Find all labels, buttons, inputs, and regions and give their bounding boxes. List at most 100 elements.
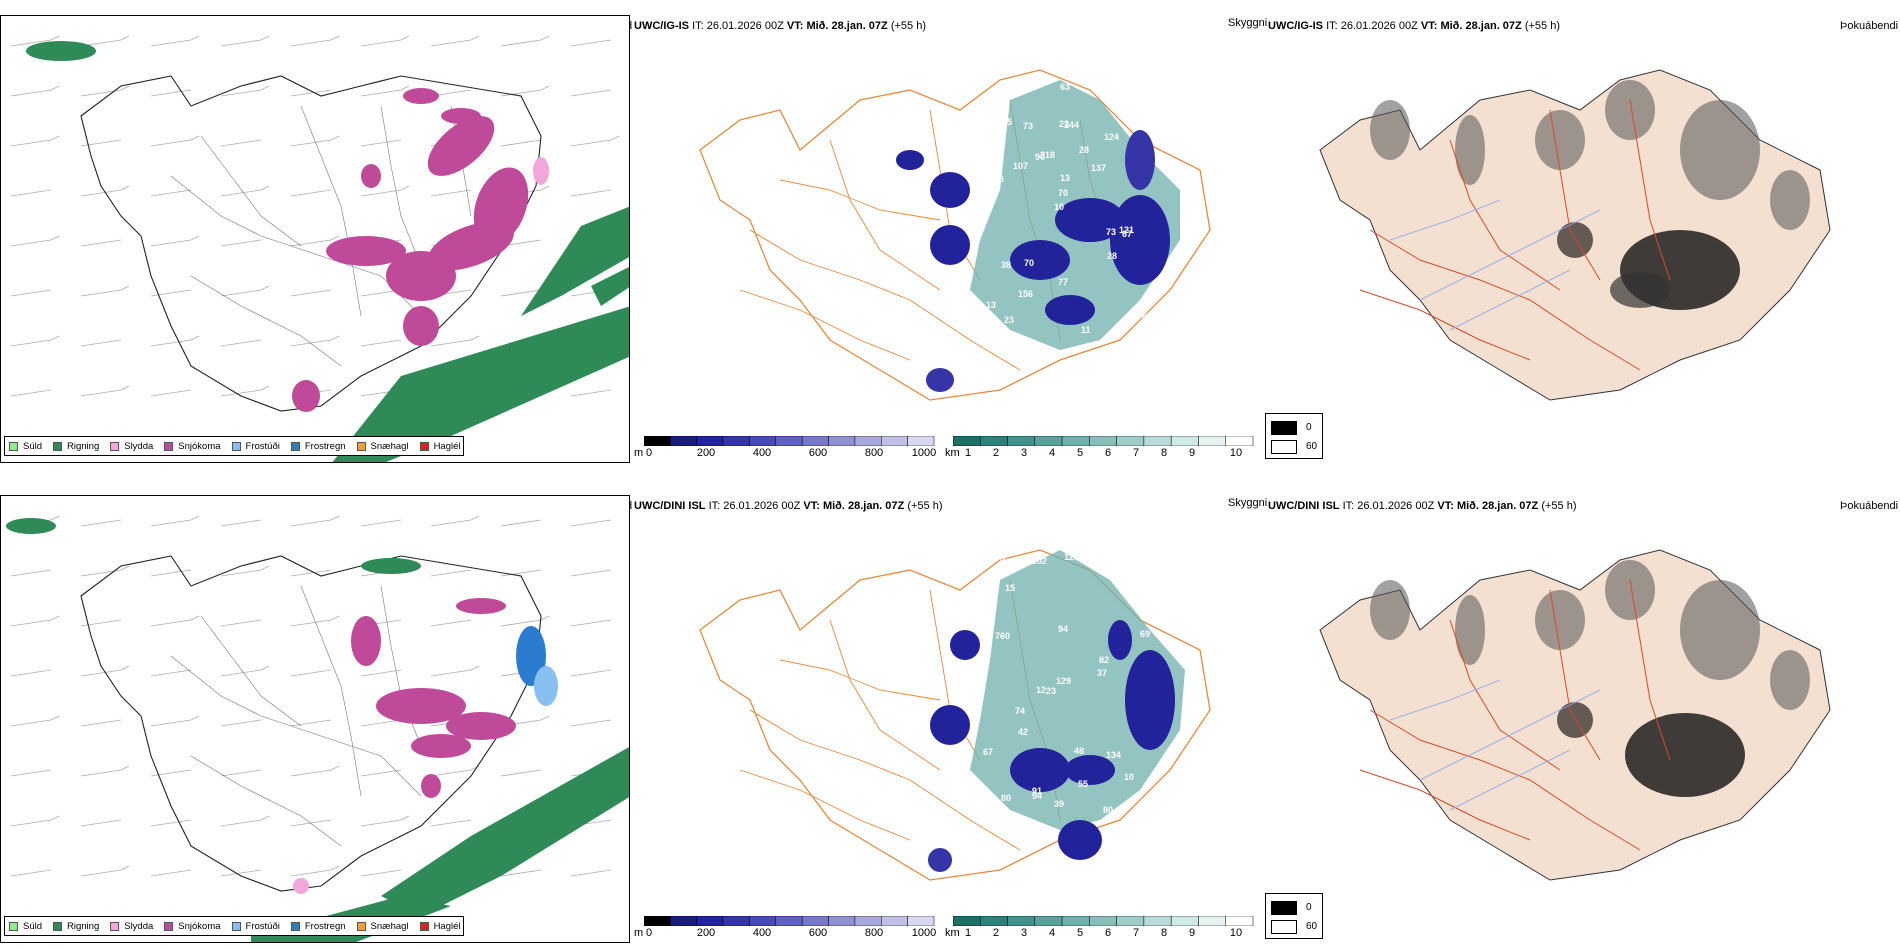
ceiling-labels-row2: 39 80 91 10 102 15 12 42 128 94 41 55 129 48 130 37 760 9… bbox=[981, 552, 1187, 815]
ceiling-colorbar-row1: m 0 200 400 600 800 1000 bbox=[634, 436, 938, 462]
ceiling-label: 77 bbox=[1058, 277, 1068, 287]
ceiling-label: 63 bbox=[1060, 82, 1070, 92]
ceiling-label: 124 bbox=[1104, 132, 1119, 142]
colorbar-swatch bbox=[828, 436, 856, 446]
colorbar-swatch bbox=[801, 916, 829, 926]
colorbar-swatch bbox=[1198, 916, 1226, 926]
colorbar-swatch bbox=[828, 916, 856, 926]
ceiling-label: 218 bbox=[1040, 150, 1055, 160]
ceiling-label: 73 bbox=[1106, 227, 1116, 237]
ceiling-label: 107 bbox=[1013, 161, 1028, 171]
ceiling-label: 74 bbox=[1015, 706, 1025, 716]
ceiling-label: 69 bbox=[1140, 629, 1150, 639]
colorbar-swatch bbox=[881, 436, 908, 446]
colorbar-swatch bbox=[881, 916, 908, 926]
ceiling-label: 97 bbox=[1161, 143, 1171, 153]
colorbar-swatch bbox=[953, 916, 981, 926]
ceiling-label: 97 bbox=[1161, 108, 1171, 118]
ceiling-label: 67 bbox=[983, 747, 993, 757]
colorbar-swatch bbox=[1116, 916, 1145, 926]
ceiling-label: 23 bbox=[1059, 119, 1069, 129]
legend-item-haglel: Haglél bbox=[419, 921, 461, 932]
precip-legend-row1: Súld Rigning Slydda Snjókoma Frostúði Fr… bbox=[4, 436, 464, 456]
ceiling-label: 94 bbox=[1032, 791, 1042, 801]
colorbar-swatch bbox=[854, 436, 882, 446]
map-precip-type-row2[interactable] bbox=[0, 495, 630, 943]
legend-item-snjokoma: Snjókoma bbox=[164, 921, 221, 932]
map-fog-row2[interactable] bbox=[1300, 520, 1860, 900]
ceiling-label: 79 bbox=[995, 553, 1005, 563]
ceiling-label: 23 bbox=[1004, 315, 1014, 325]
colorbar-swatch bbox=[644, 916, 671, 926]
map-visibility-row2[interactable]: 39 80 91 10 102 15 12 42 128 94 41 55 129 48 130 37 760 9… bbox=[680, 520, 1220, 900]
ceiling-label: 16 bbox=[994, 174, 1004, 184]
colorbar-swatch bbox=[670, 916, 697, 926]
panel-title-visibility: Skyggni bbox=[1228, 17, 1268, 29]
map-precip-type-row1[interactable] bbox=[0, 15, 630, 463]
legend-item-frostudi: Frostúði bbox=[231, 921, 280, 932]
colorbar-swatch bbox=[980, 436, 1008, 446]
ceiling-label: 144 bbox=[1064, 120, 1079, 130]
colorbar-swatch bbox=[1034, 436, 1063, 446]
ceiling-label: 102 bbox=[1032, 556, 1047, 566]
colorbar-swatch bbox=[1007, 436, 1036, 446]
ceiling-label: 69 bbox=[1142, 311, 1152, 321]
colorbar-swatch bbox=[696, 436, 724, 446]
legend-item-frostregn: Frostregn bbox=[290, 921, 346, 932]
ceiling-label: 185 bbox=[997, 117, 1012, 127]
legend-item-rigning: Rigning bbox=[53, 441, 99, 452]
colorbar-swatch bbox=[1007, 916, 1036, 926]
row-2: UWC/DINI ISL IT: 26.01.2026 00Z VT: Mið.… bbox=[0, 480, 1900, 950]
colorbar-swatch bbox=[953, 436, 981, 446]
ceiling-label: 28 bbox=[1107, 251, 1117, 261]
visibility-colorbar-row1: km 1 2 3 4 5 6 7 8 9 10 bbox=[945, 436, 1265, 462]
colorbar-swatch bbox=[722, 436, 750, 446]
ceiling-label: 12 bbox=[1036, 685, 1046, 695]
map-visibility-row1[interactable]: 37 16 97 10 124 23 23 28 38 218 13 156 144 137 67 185 63… bbox=[680, 40, 1220, 420]
ceiling-label: 80 bbox=[1103, 805, 1113, 815]
colorbar-swatch bbox=[775, 436, 803, 446]
colorbar-swatch bbox=[907, 436, 935, 446]
ceiling-label: 11 bbox=[1081, 325, 1091, 335]
colorbar-swatch bbox=[1061, 436, 1090, 446]
ceiling-label: 23 bbox=[1046, 686, 1056, 696]
ceiling-label: 156 bbox=[1018, 289, 1033, 299]
ceiling-label: 760 bbox=[995, 631, 1010, 641]
ceiling-label: 38 bbox=[1001, 260, 1011, 270]
map-fog-row1[interactable] bbox=[1300, 40, 1860, 420]
ceiling-label: 55 bbox=[1078, 779, 1088, 789]
colorbar-swatch bbox=[1225, 436, 1254, 446]
visibility-colorbar-row2: km 1 2 3 4 5 6 7 8 9 10 bbox=[945, 916, 1265, 942]
header-visibility-row1: UWC/IG-IS IT: 26.01.2026 00Z VT: Mið. 28… bbox=[634, 20, 926, 32]
ceiling-label: 10 bbox=[1124, 772, 1134, 782]
ceiling-label: 42 bbox=[1159, 795, 1169, 805]
ceiling-label: 41 bbox=[1151, 570, 1161, 580]
ceiling-label: 80 bbox=[1001, 793, 1011, 803]
legend-item-frostregn: Frostregn bbox=[290, 441, 346, 452]
legend-item-slydda: Slydda bbox=[110, 921, 153, 932]
panel-title-fog: Þokuábendi bbox=[1840, 20, 1899, 32]
ceiling-labels-row1: 37 16 97 10 124 23 23 28 38 218 13 156 144 137 67 185 63… bbox=[986, 82, 1195, 335]
colorbar-swatch bbox=[1089, 436, 1117, 446]
colorbar-swatch bbox=[1116, 436, 1145, 446]
ceiling-label: 73 bbox=[1023, 121, 1033, 131]
colorbar-swatch bbox=[907, 916, 935, 926]
ceiling-label: 48 bbox=[1074, 746, 1084, 756]
ceiling-label: 134 bbox=[1106, 750, 1121, 760]
colorbar-swatch bbox=[1143, 436, 1172, 446]
ceiling-label: 82 bbox=[1099, 655, 1109, 665]
panel-title-visibility-row2: Skyggni bbox=[1228, 497, 1268, 509]
header-visibility-row2: UWC/DINI ISL IT: 26.01.2026 00Z VT: Mið.… bbox=[634, 500, 943, 512]
ceiling-label: 129 bbox=[1056, 676, 1071, 686]
colorbar-swatch bbox=[801, 436, 829, 446]
ceiling-label: 104 bbox=[1180, 166, 1195, 176]
ceiling-label: 28 bbox=[1079, 145, 1089, 155]
ceiling-label: 233 bbox=[1172, 558, 1187, 568]
colorbar-swatch bbox=[696, 916, 724, 926]
ceiling-label: 55 bbox=[1155, 283, 1165, 293]
header-fog-row2: UWC/DINI ISL IT: 26.01.2026 00Z VT: Mið.… bbox=[1268, 500, 1577, 512]
colorbar-swatch bbox=[980, 916, 1008, 926]
colorbar-swatch bbox=[722, 916, 750, 926]
legend-item-rigning: Rigning bbox=[53, 921, 99, 932]
fog-legend-row2: 0 60 bbox=[1265, 893, 1323, 939]
